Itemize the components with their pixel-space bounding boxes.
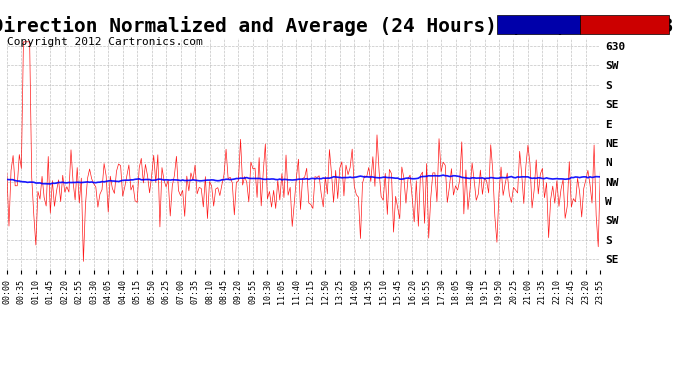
Text: Copyright 2012 Cartronics.com: Copyright 2012 Cartronics.com bbox=[7, 37, 203, 47]
Text: Average: Average bbox=[500, 23, 542, 33]
Average bbox=[3, 177, 11, 182]
Average bbox=[530, 176, 538, 180]
Direction bbox=[549, 184, 557, 188]
Direction bbox=[306, 202, 315, 207]
Average bbox=[505, 175, 513, 179]
Title: Wind Direction Normalized and Average (24 Hours) (New) 20121123: Wind Direction Normalized and Average (2… bbox=[0, 16, 673, 36]
Direction bbox=[505, 192, 513, 197]
Direction bbox=[530, 188, 538, 192]
Direction bbox=[19, 39, 28, 44]
Direction bbox=[79, 259, 88, 264]
Average bbox=[46, 182, 55, 186]
Average bbox=[57, 180, 65, 185]
Line: Direction: Direction bbox=[7, 42, 600, 261]
Direction bbox=[3, 171, 11, 176]
Average bbox=[596, 175, 604, 179]
Average bbox=[515, 175, 524, 179]
Average bbox=[304, 177, 313, 182]
Line: Average: Average bbox=[7, 175, 600, 184]
Average bbox=[439, 173, 447, 177]
Direction bbox=[57, 199, 65, 204]
Text: Direction: Direction bbox=[583, 23, 636, 33]
Direction bbox=[596, 170, 604, 174]
Direction bbox=[515, 149, 524, 154]
Average bbox=[549, 177, 557, 181]
